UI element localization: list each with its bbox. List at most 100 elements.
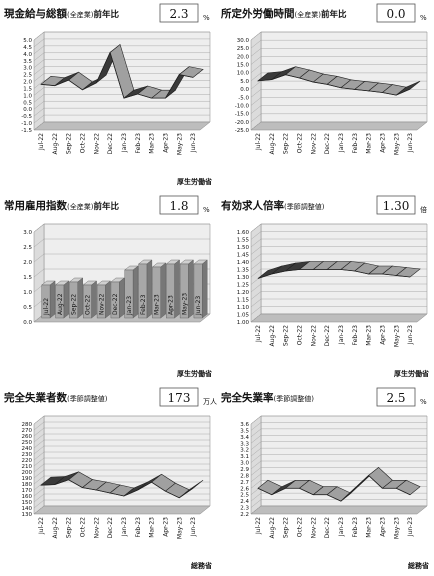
y-tick-label: 1.5 [23,275,32,281]
line [40,479,194,499]
x-tick-label: Mar-23 [154,294,161,315]
y-tick-label: 1.45 [237,253,250,259]
x-tick-label: Oct-22 [296,325,303,345]
unit: % [203,206,210,214]
y-tick-label: 2.0 [23,80,32,86]
x-tick-label: Jan-23 [338,517,345,537]
latest-box [376,3,416,23]
grid-line [250,31,427,41]
y-tick-label: 15.0 [237,63,250,69]
y-tick-label: 0.5 [23,305,32,311]
x-tick-label: Sep-22 [66,517,73,538]
chart-panel: 現金給与総額(全産業)前年比 2.3 % 厚生労働省 -1.5-1.0-0.50.00.… [4,3,212,186]
y-tick-label: 2.6 [240,486,249,492]
grid-line [33,439,210,449]
grid-line [250,97,427,106]
latest-value: 173 [168,391,191,405]
title-main: 有効求人倍率 [221,199,284,212]
grid-line [250,499,427,508]
x-tick-label: Apr-23 [162,517,169,537]
chart-title: 有効求人倍率(季節調整値) [221,199,325,212]
grid-line [250,80,427,90]
grid-line [250,460,427,470]
grid-line [250,441,427,450]
grid-line [33,463,210,473]
grid-line [250,492,427,502]
x-tick-label: Aug-22 [269,133,276,155]
source: 総務省 [408,561,429,570]
grid-line [33,107,210,117]
grid-line [250,422,427,431]
grid-line [250,454,427,463]
grid-line [33,427,210,437]
grid-line [250,298,427,308]
y-tick-label: 3.2 [240,448,249,454]
y-tick-label: 2.0 [23,260,32,266]
x-tick-label: Mar-23 [366,325,373,346]
x-tick-label: Jan-23 [126,296,133,316]
chart-title: 現金給与総額(全産業)前年比 [4,7,119,20]
grid-line [250,64,427,73]
bar [193,263,203,319]
x-tick-label: Mar-23 [366,133,373,154]
x-tick-label: Nov-22 [93,517,100,539]
y-tick-label: 1.0 [23,290,32,296]
grid-line [33,433,210,443]
y-tick-label: 130 [22,512,33,518]
grid-line [250,435,427,444]
grid-line [250,283,427,293]
line [40,51,194,99]
y-tick-label: 200 [22,470,33,476]
latest-value: 1.8 [169,199,188,213]
grid-line [250,467,427,476]
y-tick-label: 2.3 [240,506,249,512]
bar-side [174,259,180,319]
bar-side [119,277,125,319]
grid-line [33,223,210,233]
chart-panel: 常用雇用指数(全産業)前年比 1.8 % 厚生労働省 0.0 0.5 1.0 1.5 2.0 2.… [4,195,212,378]
x-tick-label: May-23 [176,133,183,155]
bar-side [146,259,153,319]
floor [250,121,428,131]
grid-line [250,113,427,122]
grid-line [250,238,427,248]
y-tick-label: 2.4 [240,499,249,505]
x-tick-label: Oct-22 [84,295,91,315]
latest-box [376,387,416,407]
y-tick-label: 5.0 [240,79,249,85]
bar [124,269,134,319]
grid-line [33,101,210,110]
grid-line [33,475,210,485]
x-tick-label: Feb-23 [135,133,142,154]
x-tick-label: Mar-23 [149,133,156,154]
bar-side [63,280,70,319]
bar-side [77,277,83,319]
x-tick-label: Nov-22 [310,517,317,539]
x-tick-label: Feb-23 [352,517,359,538]
grid-line [33,499,210,509]
bar [83,284,92,319]
y-tick-label: 3.1 [240,454,249,460]
grid-line [250,231,427,240]
y-tick-label: 2.5 [23,245,32,251]
grid-line [250,306,427,315]
x-tick-label: Nov-22 [310,133,317,155]
y-tick-label: 1.10 [237,305,250,311]
chart-panel: 完全失業率(季節調整値) 2.5 %総務省2.22.32.42.52.62.72.8… [221,387,429,570]
x-tick-label: May-23 [393,133,400,155]
y-tick-label: 1.25 [237,283,250,289]
grid-line [33,445,210,455]
y-tick-label: 240 [22,446,33,452]
x-tick-label: Jun-23 [407,517,414,537]
y-tick-label: 3.5 [240,428,249,434]
x-tick-label: Jul-22 [255,325,262,343]
x-tick-label: Aug-22 [269,517,276,539]
y-tick-label: 0.0 [23,107,32,113]
y-tick-label: 2.9 [240,467,249,473]
line [257,269,411,279]
x-tick-label: Sep-22 [71,294,78,315]
y-tick-label: 3.4 [240,435,249,441]
grid-line [250,48,427,57]
title-note: (全産業) [295,10,322,19]
